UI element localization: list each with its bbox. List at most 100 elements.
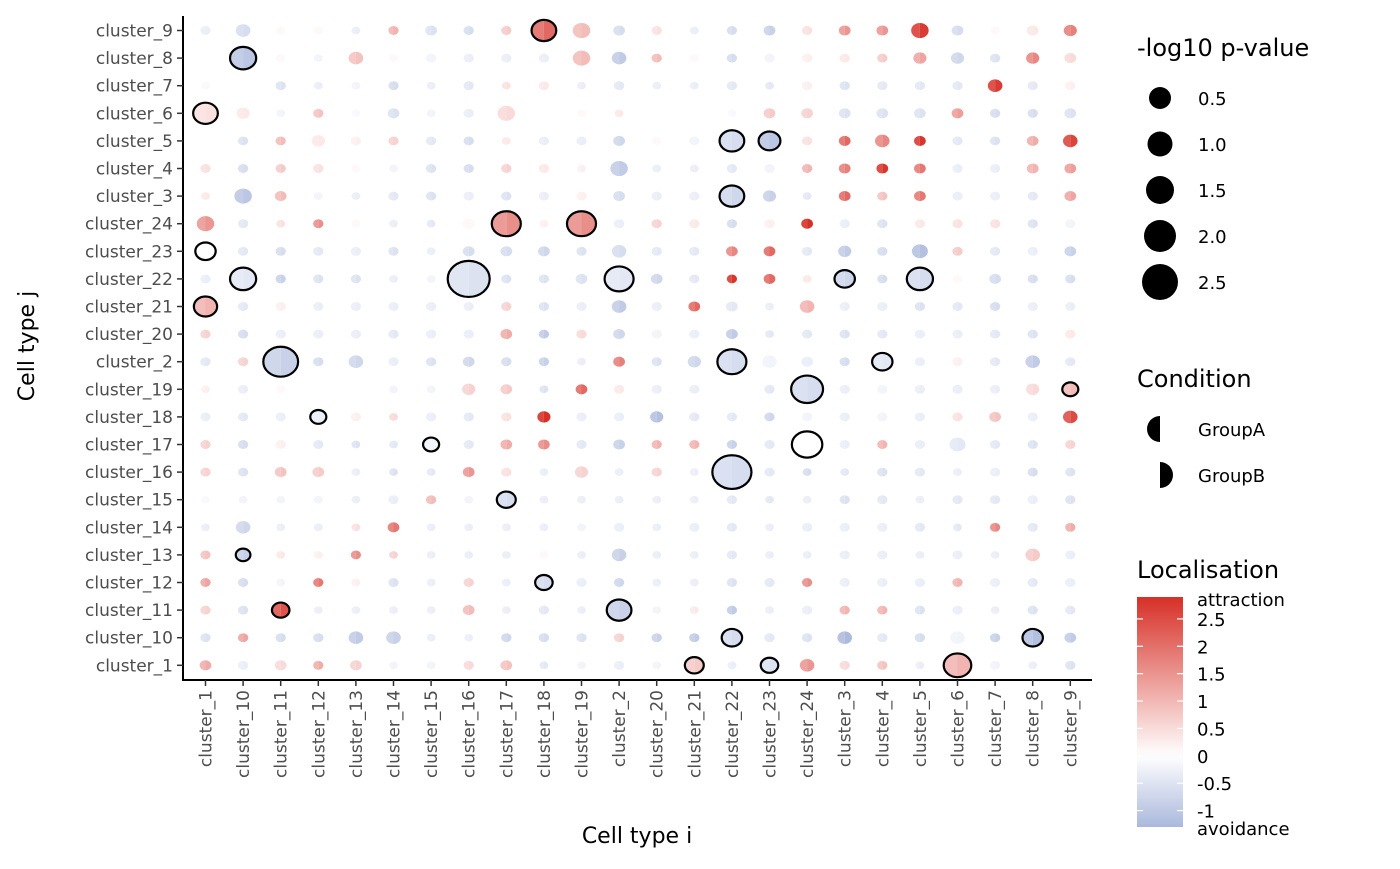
half-groupb [807,522,813,532]
dot-cluster_6-cluster_5 [952,136,963,146]
half-groupb [656,440,662,449]
half-groupb [280,274,286,284]
half-groupa [838,191,845,202]
dot-cluster_6-cluster_7 [952,81,963,91]
dot-cluster_3-cluster_10 [837,631,853,644]
half-groupa [915,495,920,504]
dot-cluster_23-cluster_4 [764,164,775,173]
half-groupa [501,26,507,35]
dot-cluster_12-cluster_9 [313,26,323,35]
dot-cluster_17-cluster_11 [501,606,511,614]
half-groupa [462,246,469,257]
half-groupa [388,357,394,367]
dot-cluster_7-cluster_12 [989,578,1001,587]
half-groupa [463,81,469,91]
half-groupb [243,357,249,367]
half-groupa [952,605,958,615]
half-groupb [543,495,549,504]
half-groupb [581,211,597,237]
dot-cluster_17-cluster_24 [490,210,522,238]
dot-cluster_9-cluster_17 [1065,440,1076,449]
dot-cluster_19-cluster_6 [577,109,586,118]
y-axis-title: Cell type j [15,291,40,401]
dot-cluster_24-cluster_24 [801,218,813,229]
dot-cluster_18-cluster_4 [538,164,550,173]
half-groupb [882,219,888,229]
half-groupa [462,356,469,367]
half-groupb [919,495,925,504]
half-groupa [426,247,432,256]
dot-cluster_8-cluster_22 [1027,274,1038,284]
dot-cluster_6-cluster_17 [949,437,966,452]
half-groupb [731,412,738,422]
half-groupa [801,329,808,339]
half-groupb [581,384,588,395]
half-groupb [205,495,210,504]
half-groupb [995,467,1001,477]
dot-cluster_7-cluster_11 [990,606,1000,614]
dot-cluster_24-cluster_10 [801,633,813,643]
dot-cluster_8-cluster_13 [1025,548,1041,562]
half-groupa [348,355,356,368]
half-groupb [995,384,1001,394]
half-groupa [877,302,883,311]
x-tick-label: cluster_8 [1024,690,1044,767]
dot-cluster_9-cluster_11 [1065,605,1076,615]
half-groupa [501,274,507,284]
half-groupa [650,411,657,423]
half-groupb [1032,495,1038,505]
half-groupb [995,273,1001,284]
half-groupa [275,302,281,311]
half-groupa [877,219,883,229]
half-groupa [389,54,394,62]
dot-cluster_16-cluster_12 [463,578,474,587]
dot-cluster_1-cluster_17 [200,440,211,449]
dot-cluster_21-cluster_17 [689,440,700,449]
dot-cluster_4-cluster_6 [876,108,889,119]
half-groupb [731,522,738,532]
significance-ring [194,241,217,262]
half-groupb [581,661,586,670]
half-groupb [769,467,775,477]
half-groupb [506,105,516,121]
y-tick-label: cluster_1 [96,656,173,676]
significance-ring [833,269,856,289]
half-groupb [882,81,888,91]
half-groupa [651,633,657,643]
half-groupa [914,191,920,202]
half-groupb [656,633,662,643]
half-groupa [576,302,582,311]
dot-cluster_21-cluster_12 [689,578,699,587]
dot-cluster_24-cluster_19 [790,374,825,405]
half-groupa [463,440,469,449]
half-groupa [235,24,244,37]
dot-cluster_17-cluster_1 [500,660,513,671]
dot-cluster_10-cluster_19 [237,384,249,394]
half-groupa [763,246,770,257]
half-groupa [389,413,394,421]
half-groupb [280,440,286,449]
half-groupa [989,522,996,532]
half-groupa [839,357,845,367]
half-groupb [844,660,850,670]
dot-cluster_1-cluster_1 [199,660,212,671]
half-groupb [543,661,549,670]
half-groupb [731,440,738,449]
dot-cluster_19-cluster_8 [572,50,591,66]
y-tick-label: cluster_9 [96,22,173,42]
y-tick-label: cluster_23 [85,242,173,262]
x-tick-label: cluster_23 [761,690,781,778]
half-groupa [989,578,996,587]
half-groupb [957,550,963,560]
dot-cluster_12-cluster_15 [313,495,323,504]
dot-cluster_13-cluster_9 [351,26,361,35]
half-groupa [726,53,732,63]
dot-cluster_15-cluster_10 [426,633,436,642]
half-groupb [619,160,628,177]
half-groupa [801,633,808,643]
half-groupb [807,495,812,504]
half-groupb [318,108,324,118]
half-groupa [840,468,845,476]
half-groupb [882,605,888,615]
half-groupa [726,522,732,532]
